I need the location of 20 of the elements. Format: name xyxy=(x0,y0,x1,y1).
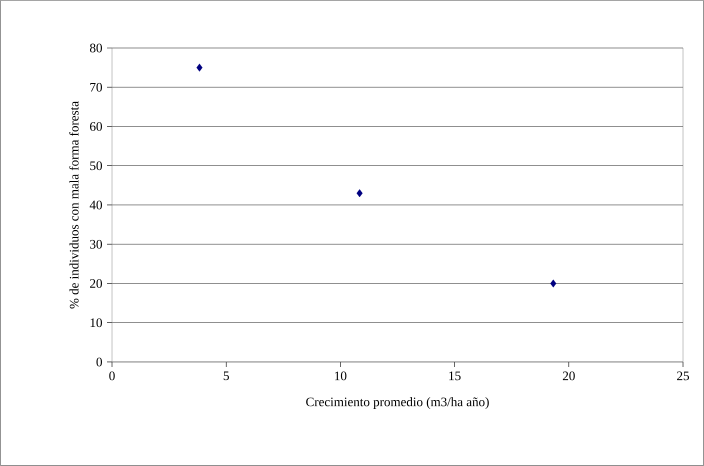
x-tick-label: 5 xyxy=(224,372,229,380)
x-tick-label: 0 xyxy=(109,372,115,380)
y-tick-label: 80 xyxy=(90,44,102,52)
y-tick-label: 70 xyxy=(90,82,102,92)
point xyxy=(196,64,203,72)
x-axis-title: Crecimiento promedio (m3/ha año) xyxy=(306,397,489,409)
x-tick-label: 15 xyxy=(449,372,461,380)
y-tick-label: 50 xyxy=(90,161,102,170)
y-tick-label: 60 xyxy=(90,122,102,131)
y-axis-title: % de individuos con mala forma foresta xyxy=(69,101,79,309)
point xyxy=(356,189,363,198)
y-tick-label: 0 xyxy=(96,358,102,366)
point xyxy=(550,280,556,288)
x-tick-label: 25 xyxy=(677,372,690,380)
y-tick-label: 40 xyxy=(90,200,102,210)
y-tick-label: 10 xyxy=(90,318,102,328)
x-tick-label: 20 xyxy=(562,372,575,380)
x-tick-label: 10 xyxy=(335,372,346,380)
y-tick-label: 30 xyxy=(90,240,102,249)
y-tick-label: 20 xyxy=(90,279,102,288)
